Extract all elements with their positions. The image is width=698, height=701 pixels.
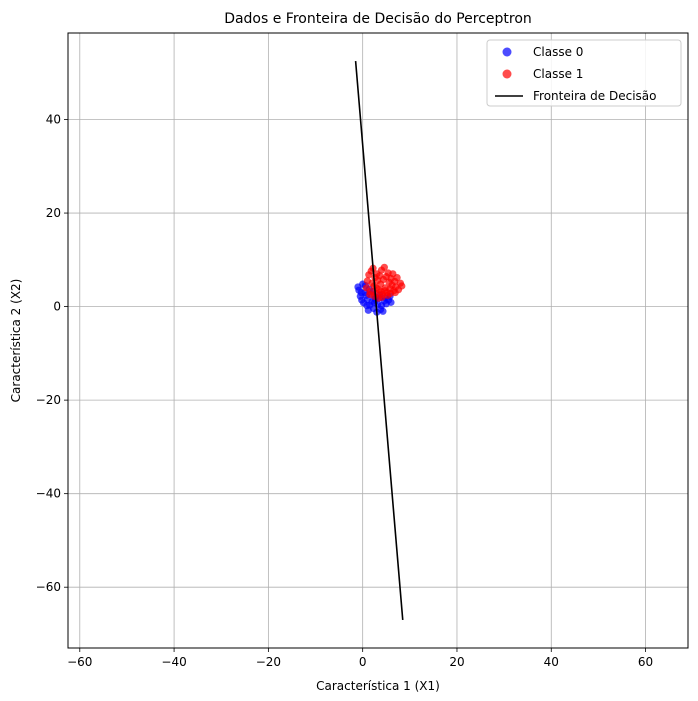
legend-marker: [502, 69, 512, 79]
x-tick-label: 0: [359, 655, 367, 669]
chart-title: Dados e Fronteira de Decisão do Perceptr…: [224, 11, 532, 27]
y-tick-label: −40: [36, 487, 61, 501]
axis-ticks: −60 −40 −20 0 20 40 60 −60 −40 −20 0 20 40: [36, 113, 654, 669]
y-axis-label: Característica 2 (X2): [9, 279, 23, 403]
scatter-point: [380, 263, 388, 271]
legend-label: Classe 1: [533, 67, 583, 81]
plot-marks: [354, 60, 406, 621]
decision-boundary-line: [354, 60, 404, 621]
y-tick-label: −20: [36, 393, 61, 407]
scatter-point: [393, 273, 401, 282]
y-tick-label: 0: [53, 300, 61, 314]
legend-label: Fronteira de Decisão: [533, 89, 657, 103]
legend-marker: [502, 47, 512, 57]
y-tick-label: −60: [36, 580, 61, 594]
x-tick-label: −40: [161, 655, 186, 669]
x-tick-label: −60: [67, 655, 92, 669]
legend: Classe 0 Classe 1 Fronteira de Decisão: [486, 39, 682, 107]
x-tick-label: −20: [256, 655, 281, 669]
scatter-point: [398, 282, 406, 290]
legend-label: Classe 0: [533, 45, 583, 59]
scatter-point: [357, 288, 365, 297]
x-tick-label: 60: [638, 655, 653, 669]
y-tick-label: 40: [46, 113, 61, 127]
x-axis-label: Característica 1 (X1): [316, 679, 440, 693]
legend-box: [486, 39, 682, 107]
plot-frame: [67, 32, 689, 649]
scatter-point: [387, 298, 395, 306]
scatter-point: [378, 293, 386, 301]
scatter-point: [379, 307, 387, 315]
y-tick-label: 20: [46, 206, 61, 220]
scatter-point: [391, 288, 399, 297]
x-tick-label: 20: [449, 655, 464, 669]
scatter-point: [381, 287, 389, 295]
x-tick-label: 40: [544, 655, 559, 669]
scatter-point: [363, 302, 371, 310]
scatter-point: [366, 290, 374, 299]
